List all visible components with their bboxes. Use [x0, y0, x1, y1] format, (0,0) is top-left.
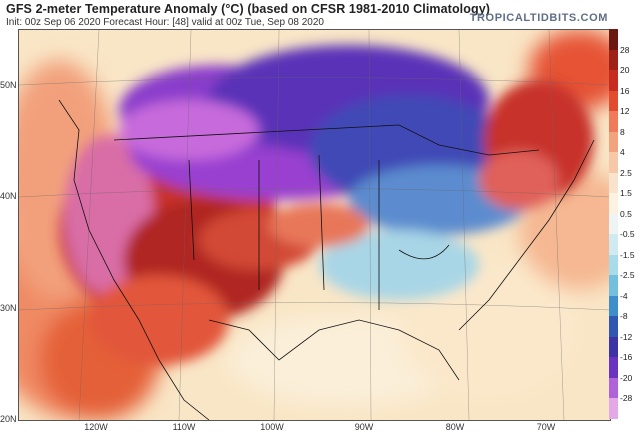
colorbar-label: 8 — [620, 126, 625, 137]
forecast-info: Init: 00z Sep 06 2020 Forecast Hour: [48… — [6, 17, 324, 28]
colorbar-label: 1.5 — [620, 188, 632, 199]
colorbar-label: 16 — [620, 85, 630, 96]
lon-label-80w: 80W — [445, 422, 465, 432]
colorbar-label: -20 — [620, 372, 633, 383]
colorbar-label: -16 — [620, 352, 633, 363]
colorbar-label: 4 — [620, 147, 625, 158]
colorbar-swatch — [609, 111, 618, 133]
colorbar-label: 28 — [620, 44, 630, 55]
temperature-anomaly-map — [18, 29, 611, 421]
colorbar-label: 12 — [620, 106, 630, 117]
colorbar-swatch — [609, 70, 618, 92]
colorbar-label: 20 — [620, 65, 630, 76]
colorbar-label: -1.5 — [620, 249, 635, 260]
colorbar-legend: 28 20 16 12 8 4 2.5 1.5 0.5 -0.5 -1.5 -2.5 -4 -8 -12 -1… — [609, 29, 640, 420]
colorbar-label: -4 — [620, 290, 628, 301]
colorbar-swatch — [609, 193, 618, 215]
map-title: GFS 2-meter Temperature Anomaly (°C) (ba… — [6, 2, 491, 16]
colorbar-label: -0.5 — [620, 229, 635, 240]
lat-label-20n: 20N — [0, 414, 17, 424]
colorbar-label: -8 — [620, 311, 628, 322]
colorbar-label: -12 — [620, 331, 633, 342]
lon-label-100w: 100W — [260, 422, 284, 432]
colorbar-swatch — [609, 152, 618, 174]
colorbar-swatch — [609, 172, 618, 194]
colorbar-swatch — [609, 234, 618, 256]
colorbar-swatch — [609, 336, 618, 358]
graticule — [19, 30, 610, 420]
source-watermark: TROPICALTIDBITS.COM — [469, 12, 608, 24]
lat-label-30n: 30N — [0, 303, 17, 313]
colorbar-label: -2.5 — [620, 270, 635, 281]
lon-label-90w: 90W — [354, 422, 374, 432]
lat-label-40n: 40N — [0, 191, 17, 201]
colorbar-swatch — [609, 49, 618, 71]
colorbar-swatch — [609, 377, 618, 399]
lon-label-110w: 110W — [172, 422, 196, 432]
colorbar-swatch — [609, 275, 618, 297]
colorbar-label: 2.5 — [620, 167, 632, 178]
colorbar-label: 0.5 — [620, 208, 632, 219]
colorbar-swatch — [609, 213, 618, 235]
lon-label-70w: 70W — [536, 422, 556, 432]
borders — [58, 99, 595, 420]
colorbar-swatch — [609, 398, 618, 420]
colorbar-swatch — [609, 316, 618, 338]
colorbar-swatch — [609, 254, 618, 276]
colorbar-swatch — [609, 131, 618, 153]
colorbar-label: -28 — [620, 393, 633, 404]
colorbar-swatch — [609, 357, 618, 379]
lon-label-120w: 120W — [84, 422, 108, 432]
lat-label-50n: 50N — [0, 80, 17, 90]
colorbar-swatch — [609, 90, 618, 112]
colorbar-swatch — [609, 29, 618, 51]
colorbar-swatch — [609, 295, 618, 317]
